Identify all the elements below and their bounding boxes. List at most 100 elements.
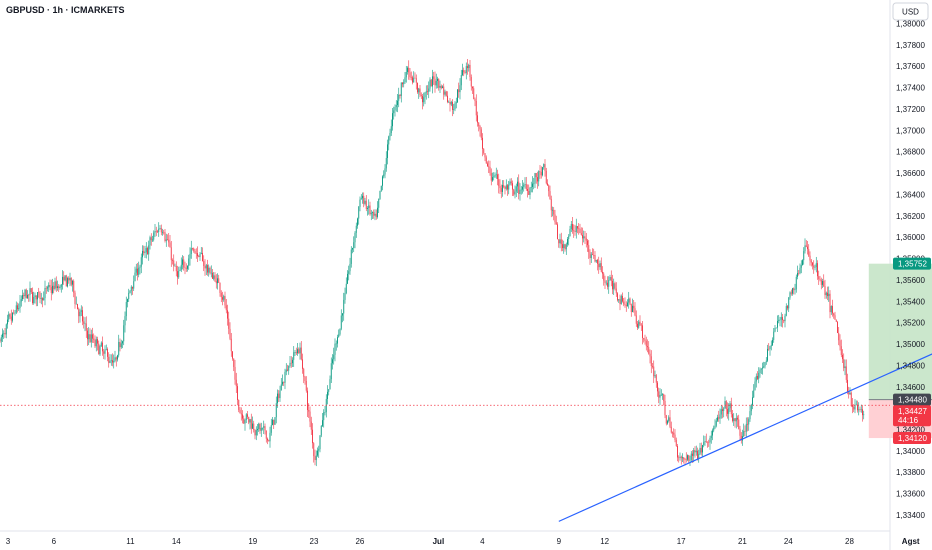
- candle: [254, 428, 256, 440]
- candle: [775, 327, 777, 329]
- candle: [214, 272, 216, 282]
- candle: [614, 281, 616, 291]
- candle: [660, 389, 662, 397]
- candle: [830, 305, 832, 315]
- trendline[interactable]: [558, 220, 932, 522]
- candle: [713, 425, 715, 433]
- candle: [148, 240, 150, 261]
- candle: [97, 336, 98, 351]
- candle: [425, 85, 427, 100]
- candle: [334, 338, 336, 362]
- candle: [164, 229, 166, 243]
- candle: [372, 211, 373, 220]
- candle: [22, 289, 23, 302]
- candle: [53, 282, 55, 294]
- candle: [754, 377, 756, 391]
- candle: [302, 353, 303, 374]
- candle: [370, 209, 372, 221]
- candle: [677, 443, 678, 462]
- candle: [58, 284, 60, 293]
- candle: [330, 357, 332, 383]
- candle: [683, 457, 685, 464]
- candle: [412, 75, 413, 85]
- candle: [854, 399, 856, 414]
- candle: [230, 332, 232, 357]
- candle: [174, 263, 176, 267]
- candle: [855, 400, 857, 406]
- candle: [115, 356, 117, 367]
- candle: [553, 207, 555, 221]
- candle: [43, 291, 45, 301]
- candle: [739, 425, 741, 441]
- candle: [144, 245, 146, 258]
- candle: [674, 429, 676, 443]
- price-tick-label: 1,36600: [896, 169, 925, 178]
- candle: [188, 254, 190, 270]
- candle: [137, 263, 138, 281]
- candle: [603, 272, 605, 286]
- candle: [179, 266, 181, 272]
- candle: [634, 302, 636, 317]
- candle: [705, 433, 707, 444]
- candle: [785, 303, 787, 317]
- stop-price-tag: 1,34120: [893, 432, 931, 445]
- candle: [107, 347, 108, 362]
- candle: [857, 400, 858, 413]
- candle: [269, 426, 271, 448]
- candle: [99, 344, 101, 356]
- candle: [449, 97, 451, 112]
- candle: [727, 402, 728, 419]
- candle: [152, 235, 153, 242]
- candle: [612, 274, 613, 295]
- time-tick-label: 17: [677, 537, 686, 546]
- candle: [103, 348, 105, 360]
- candle: [205, 263, 207, 276]
- candle: [708, 439, 710, 447]
- candle: [480, 127, 482, 141]
- candle: [234, 359, 236, 385]
- candle: [382, 175, 383, 191]
- candle: [98, 340, 100, 355]
- candle: [70, 277, 72, 287]
- candle: [209, 266, 211, 275]
- candle: [415, 74, 417, 90]
- candle: [468, 63, 470, 72]
- candle: [374, 209, 376, 221]
- profit-zone[interactable]: [868, 263, 932, 400]
- candle: [33, 291, 35, 305]
- candle: [408, 60, 410, 80]
- candle: [338, 329, 340, 338]
- price-tick-label: 1,35600: [896, 276, 925, 285]
- candle: [632, 298, 633, 313]
- candle: [805, 240, 807, 248]
- candle: [850, 391, 852, 408]
- candle: [629, 297, 631, 306]
- candle: [825, 291, 827, 299]
- candle: [358, 206, 360, 225]
- candle: [539, 165, 541, 179]
- candle: [492, 172, 493, 182]
- price-tick-label: 1,34200: [896, 426, 925, 435]
- candle: [430, 79, 432, 87]
- candle: [19, 295, 21, 313]
- candle: [840, 339, 842, 358]
- candle: [594, 251, 596, 263]
- candle: [699, 442, 701, 456]
- candle: [422, 93, 423, 110]
- candle: [110, 354, 112, 366]
- candle: [158, 222, 160, 237]
- candle: [702, 444, 703, 458]
- candle: [820, 277, 822, 290]
- currency-button[interactable]: USD: [892, 2, 929, 21]
- candle: [34, 292, 36, 304]
- candle: [860, 404, 862, 413]
- candle: [50, 279, 52, 301]
- candle: [710, 430, 712, 444]
- candle: [93, 333, 95, 343]
- candle: [580, 227, 582, 236]
- time-axis-ticks[interactable]: 361114192326Jul491217212428Agst69141821: [6, 537, 932, 546]
- candle: [232, 351, 233, 361]
- candle: [810, 258, 812, 267]
- candle: [264, 423, 266, 435]
